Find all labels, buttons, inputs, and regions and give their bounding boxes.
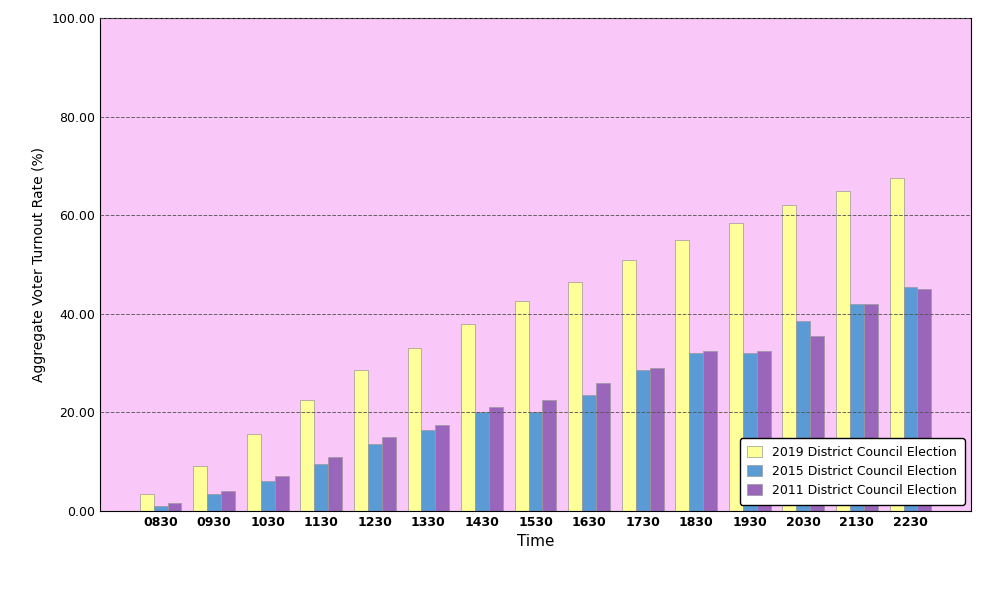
Bar — [850, 304, 864, 511]
Bar — [407, 348, 421, 511]
Bar — [622, 260, 636, 511]
Bar — [690, 353, 703, 511]
Bar — [543, 400, 557, 511]
Bar — [300, 400, 314, 511]
Bar — [274, 477, 288, 511]
Bar — [314, 464, 328, 511]
Bar — [368, 444, 381, 511]
Bar — [918, 289, 931, 511]
Bar — [569, 282, 583, 511]
Bar — [381, 437, 395, 511]
Bar — [904, 287, 918, 511]
Bar — [221, 491, 235, 511]
Bar — [193, 466, 207, 511]
Bar — [435, 424, 449, 511]
Bar — [783, 206, 797, 511]
Bar — [260, 481, 274, 511]
Bar — [583, 395, 596, 511]
Bar — [354, 370, 368, 511]
Legend: 2019 District Council Election, 2015 District Council Election, 2011 District Co: 2019 District Council Election, 2015 Dis… — [740, 438, 965, 505]
Bar — [890, 178, 904, 511]
Bar — [421, 430, 435, 511]
Bar — [757, 350, 771, 511]
Bar — [328, 457, 342, 511]
Bar — [475, 412, 488, 511]
Bar — [461, 323, 475, 511]
Bar — [836, 191, 850, 511]
Bar — [596, 383, 610, 511]
Bar — [247, 435, 260, 511]
Bar — [515, 301, 529, 511]
Bar — [140, 493, 153, 511]
Bar — [864, 304, 878, 511]
Bar — [153, 506, 167, 511]
Bar — [729, 222, 743, 511]
Bar — [743, 353, 757, 511]
Y-axis label: Aggregate Voter Turnout Rate (%): Aggregate Voter Turnout Rate (%) — [32, 147, 46, 382]
Bar — [650, 368, 664, 511]
Bar — [811, 336, 824, 511]
Bar — [676, 240, 690, 511]
Bar — [167, 504, 181, 511]
Bar — [636, 370, 650, 511]
Bar — [207, 493, 221, 511]
Bar — [529, 412, 543, 511]
Bar — [488, 407, 503, 511]
X-axis label: Time: Time — [517, 534, 555, 549]
Bar — [703, 350, 717, 511]
Bar — [797, 321, 811, 511]
